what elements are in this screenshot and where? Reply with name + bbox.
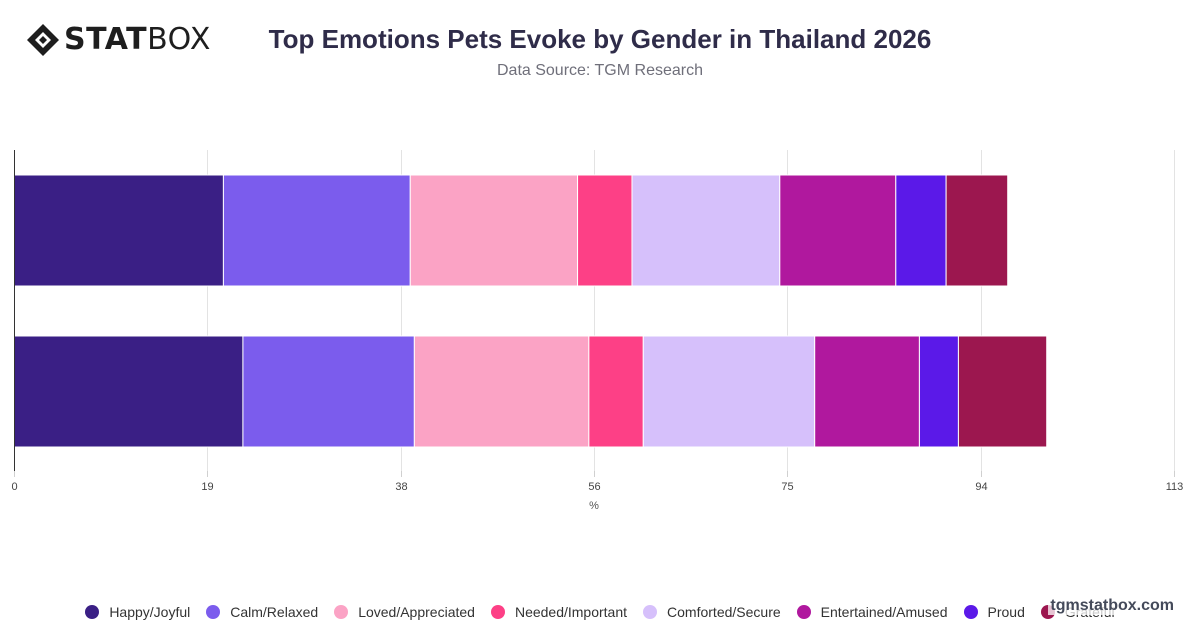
watermark: tgmstatbox.com (1048, 597, 1176, 615)
bar-segment (409, 174, 579, 287)
x-tick-label: 38 (395, 481, 407, 493)
legend-label: Loved/Appreciated (358, 604, 475, 620)
chart-title: Top Emotions Pets Evoke by Gender in Tha… (268, 24, 932, 54)
legend-item[interactable]: Loved/Appreciated (334, 604, 475, 620)
legend-item[interactable]: Entertained/Amused (796, 604, 948, 620)
bar-segment (895, 174, 947, 287)
chart-legend: Happy/Joyful Calm/Relaxed Loved/Appreciate… (0, 601, 1200, 623)
x-axis-title: % (589, 500, 599, 512)
x-tick-label: 75 (781, 481, 793, 493)
legend-swatch (490, 605, 505, 619)
bar-segment (577, 174, 633, 287)
bar-segment (413, 335, 590, 448)
bar-segment (13, 174, 224, 287)
legend-item[interactable]: Happy/Joyful (85, 604, 190, 620)
legend-swatch (963, 605, 978, 619)
legend-swatch (643, 605, 658, 619)
logo-text: STATBOX (64, 22, 211, 58)
legend-swatch (85, 605, 100, 619)
legend-label: Proud (987, 604, 1025, 620)
bar-segment (642, 335, 816, 448)
x-tick-label: 0 (11, 481, 17, 493)
bar-segment (588, 335, 644, 448)
legend-swatch (796, 605, 811, 619)
legend-label: Happy/Joyful (109, 604, 191, 620)
legend-item[interactable]: Calm/Relaxed (206, 604, 318, 620)
bar-segment (779, 174, 897, 287)
legend-label: Calm/Relaxed (230, 604, 319, 620)
x-tick-label: 56 (588, 481, 600, 493)
chart-subtitle: Data Source: TGM Research (496, 62, 703, 79)
x-tick-label: 19 (201, 481, 213, 493)
legend-label: Entertained/Amused (820, 604, 948, 620)
stacked-bar-chart: 0 19 38 56 75 94 113% (11, 150, 1184, 512)
bar-segment (242, 335, 415, 448)
statbox-logo: STATBOX (26, 22, 211, 58)
legend-item[interactable]: Proud (963, 604, 1025, 620)
bar-segment (918, 335, 959, 448)
bar-segment (957, 335, 1048, 448)
bar-segment (814, 335, 920, 448)
legend-swatch (206, 605, 221, 619)
logo-text-light: BOX (147, 22, 211, 57)
legend-label: Comforted/Secure (667, 604, 781, 620)
bar-segment (631, 174, 781, 287)
bar-segment (13, 335, 244, 448)
statbox-diamond-icon (27, 24, 59, 56)
legend-item[interactable]: Needed/Important (490, 604, 628, 620)
legend-swatch (334, 605, 349, 619)
legend-item[interactable]: Comforted/Secure (643, 604, 781, 620)
legend-label: Needed/Important (514, 604, 628, 620)
x-tick-label: 113 (1166, 481, 1184, 493)
bar-segment (945, 174, 1009, 287)
x-tick-label: 94 (975, 481, 987, 493)
logo-text-bold: STAT (64, 22, 148, 57)
bar-segment (222, 174, 411, 287)
